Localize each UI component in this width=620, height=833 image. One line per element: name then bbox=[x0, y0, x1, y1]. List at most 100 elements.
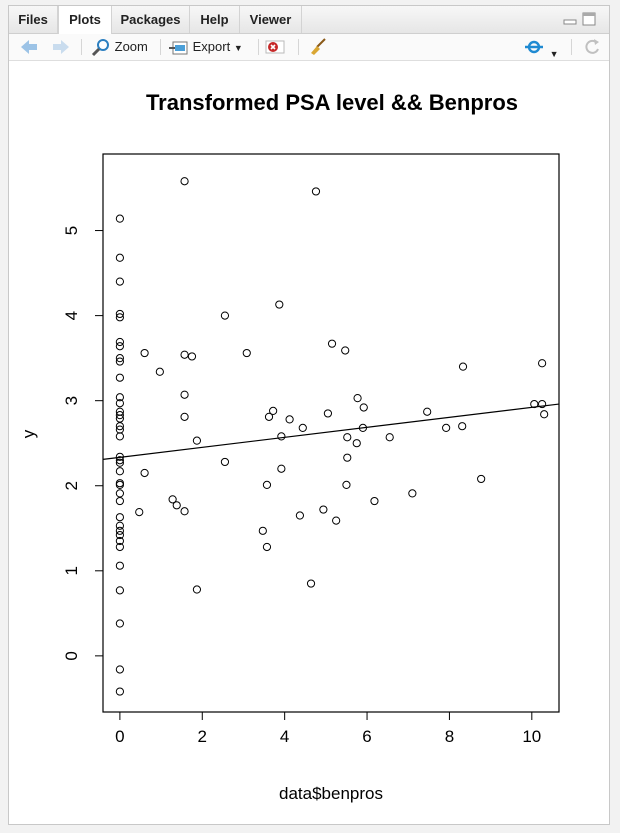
x-tick-label: 8 bbox=[445, 727, 454, 746]
data-point bbox=[115, 357, 124, 366]
data-point bbox=[332, 516, 341, 525]
data-point bbox=[115, 456, 124, 465]
zoom-icon bbox=[91, 38, 109, 56]
data-point bbox=[180, 177, 189, 186]
tab-viewer[interactable]: Viewer bbox=[240, 6, 302, 33]
data-point bbox=[115, 479, 124, 488]
data-point bbox=[115, 521, 124, 530]
data-point bbox=[115, 687, 124, 696]
data-point bbox=[115, 530, 124, 540]
data-point bbox=[262, 480, 272, 489]
data-point bbox=[538, 359, 547, 368]
publish-button[interactable]: ▼ bbox=[524, 37, 559, 59]
refresh-icon bbox=[585, 39, 599, 54]
tab-plots[interactable]: Plots bbox=[58, 6, 112, 34]
zoom-label: Zoom bbox=[114, 39, 148, 54]
data-point bbox=[285, 415, 294, 424]
data-point bbox=[115, 467, 124, 476]
data-point bbox=[319, 505, 328, 514]
chevron-down-icon: ▼ bbox=[549, 49, 559, 59]
tab-packages[interactable]: Packages bbox=[112, 6, 190, 33]
remove-plot-button[interactable] bbox=[265, 37, 285, 57]
y-tick-label: 3 bbox=[62, 396, 81, 405]
data-point bbox=[277, 464, 286, 473]
regression-line bbox=[102, 403, 560, 460]
data-point bbox=[540, 410, 549, 419]
y-tick-label: 4 bbox=[62, 311, 81, 320]
minimize-icon bbox=[563, 19, 577, 25]
data-point bbox=[140, 468, 149, 478]
data-point bbox=[135, 508, 144, 517]
data-point bbox=[242, 348, 251, 358]
data-point bbox=[115, 452, 124, 461]
chevron-down-icon: ▼ bbox=[233, 43, 243, 53]
x-tick-label: 2 bbox=[198, 727, 207, 746]
data-point bbox=[187, 352, 197, 361]
clear-plots-button[interactable] bbox=[308, 37, 328, 57]
data-point bbox=[359, 403, 368, 412]
plot-viewer: Transformed PSA level && Benpros data$be… bbox=[9, 61, 609, 824]
maximize-pane-button[interactable] bbox=[581, 12, 597, 26]
tab-help[interactable]: Help bbox=[190, 6, 240, 33]
data-point bbox=[115, 458, 124, 467]
y-tick-label: 1 bbox=[62, 566, 81, 575]
data-point bbox=[140, 348, 149, 358]
data-point bbox=[343, 453, 352, 462]
data-point bbox=[192, 436, 202, 445]
data-point bbox=[115, 536, 124, 546]
data-point bbox=[458, 362, 468, 371]
data-point bbox=[115, 513, 124, 522]
tab-bar: Files Plots Packages Help Viewer bbox=[9, 6, 609, 34]
data-point bbox=[458, 422, 467, 431]
x-tick-label: 6 bbox=[362, 727, 371, 746]
data-point bbox=[115, 277, 124, 286]
data-point bbox=[115, 393, 124, 402]
toolbar-divider bbox=[258, 39, 259, 55]
data-point bbox=[115, 432, 124, 441]
data-point bbox=[115, 480, 124, 489]
tab-files[interactable]: Files bbox=[9, 6, 58, 33]
data-point bbox=[343, 433, 352, 442]
data-point bbox=[115, 422, 124, 431]
y-tick-label: 5 bbox=[62, 226, 81, 235]
x-tick-label: 4 bbox=[280, 727, 289, 746]
data-point bbox=[477, 474, 486, 484]
broom-icon bbox=[311, 38, 326, 55]
data-point bbox=[172, 501, 181, 510]
data-point bbox=[269, 406, 278, 415]
arrow-right-icon bbox=[53, 40, 69, 54]
zoom-button[interactable]: Zoom bbox=[91, 37, 148, 57]
y-tick-label: 0 bbox=[62, 651, 81, 660]
data-point bbox=[115, 313, 124, 322]
publish-icon bbox=[525, 40, 543, 54]
chart-title: Transformed PSA level && Benpros bbox=[146, 90, 518, 115]
data-point bbox=[408, 489, 417, 498]
forward-button[interactable] bbox=[51, 37, 71, 57]
data-point bbox=[442, 423, 451, 432]
data-point bbox=[262, 542, 272, 552]
y-tick-label: 2 bbox=[62, 481, 81, 490]
data-point bbox=[115, 253, 124, 262]
data-point bbox=[115, 354, 124, 363]
minimize-pane-button[interactable] bbox=[562, 12, 578, 26]
refresh-button[interactable] bbox=[582, 37, 602, 57]
data-point bbox=[115, 373, 124, 382]
axis-ticks: 0 2 4 6 8 10 0 1 2 3 4 5 bbox=[62, 226, 541, 746]
data-point bbox=[352, 439, 361, 448]
back-button[interactable] bbox=[19, 37, 39, 57]
export-button[interactable]: Export ▼ bbox=[169, 37, 243, 57]
data-point bbox=[115, 337, 124, 347]
data-point bbox=[258, 526, 267, 535]
data-point bbox=[306, 579, 316, 588]
data-point bbox=[342, 480, 351, 489]
data-point bbox=[275, 300, 284, 309]
export-icon bbox=[169, 41, 188, 55]
data-point bbox=[423, 407, 432, 416]
x-tick-label: 0 bbox=[115, 727, 124, 746]
plots-pane: Files Plots Packages Help Viewer Zoom Ex… bbox=[8, 5, 610, 825]
data-point bbox=[341, 346, 350, 355]
data-point bbox=[538, 399, 547, 409]
data-point bbox=[115, 542, 124, 552]
data-point bbox=[277, 432, 286, 441]
maximize-icon bbox=[582, 12, 596, 26]
